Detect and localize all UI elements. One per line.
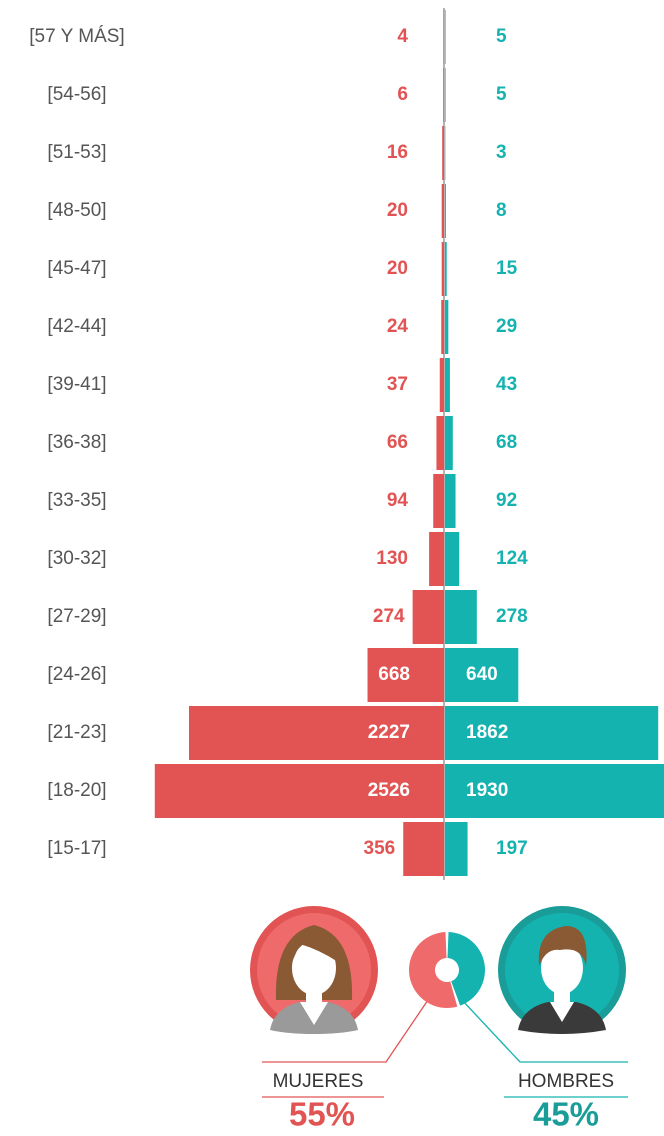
value-label: 668 (378, 664, 410, 685)
value-label: 20 (387, 200, 408, 221)
value-label: 640 (466, 664, 498, 685)
bar-men (445, 300, 448, 354)
bar-men (445, 416, 453, 470)
value-label: 37 (387, 374, 408, 395)
value-label: 3 (496, 142, 507, 163)
category-label: [54-56] (47, 84, 106, 105)
value-label: 197 (496, 838, 528, 859)
bar-men (445, 68, 446, 122)
bar-women (442, 126, 444, 180)
bar-men (445, 474, 456, 528)
value-label: 278 (496, 606, 528, 627)
woman-icon (250, 906, 378, 1034)
value-label: 92 (496, 490, 517, 511)
category-label: [48-50] (47, 200, 106, 221)
category-label: [36-38] (47, 432, 106, 453)
value-label: 6 (397, 84, 408, 105)
value-label: 274 (373, 606, 405, 627)
value-label: 2227 (368, 722, 410, 743)
men-share: 45% (533, 1096, 599, 1133)
value-label: 124 (496, 548, 528, 569)
women-share: 55% (289, 1096, 355, 1133)
category-label: [21-23] (47, 722, 106, 743)
value-label: 5 (496, 84, 507, 105)
value-label: 2526 (368, 780, 410, 801)
category-label: [51-53] (47, 142, 106, 163)
category-label: [45-47] (47, 258, 106, 279)
category-label: [57 Y MÁS] (29, 26, 124, 47)
value-label: 5 (496, 26, 507, 47)
bar-men (445, 532, 459, 586)
bar-women (433, 474, 444, 528)
bar-men (445, 590, 477, 644)
value-label: 24 (387, 316, 409, 337)
category-label: [42-44] (47, 316, 106, 337)
category-label: [27-29] (47, 606, 106, 627)
value-label: 1862 (466, 722, 508, 743)
chart: MUJERES HOMBRES 55% 45% [57 Y MÁS] 4 5 [54-… (0, 0, 664, 1136)
value-label: 20 (387, 258, 408, 279)
value-label: 8 (496, 200, 507, 221)
category-label: [24-26] (47, 664, 106, 685)
category-label: [39-41] (47, 374, 106, 395)
value-label: 66 (387, 432, 408, 453)
bar-men (445, 184, 446, 238)
bar-women (403, 822, 444, 876)
man-icon (498, 906, 626, 1034)
value-label: 29 (496, 316, 517, 337)
legend-women: MUJERES (273, 1071, 364, 1092)
bar-men (445, 10, 446, 64)
category-label: [18-20] (47, 780, 106, 801)
value-label: 4 (397, 26, 408, 47)
bar-women (429, 532, 444, 586)
bar-men (445, 358, 450, 412)
bar-women (442, 184, 444, 238)
value-label: 356 (364, 838, 396, 859)
value-label: 130 (376, 548, 408, 569)
bar-women (441, 300, 444, 354)
page: MUJERES HOMBRES 55% 45% [57 Y MÁS] 4 5 [54-… (0, 0, 664, 1136)
value-label: 94 (387, 490, 409, 511)
bar-women (436, 416, 444, 470)
value-label: 15 (496, 258, 518, 279)
bar-men (445, 822, 468, 876)
bar-women (442, 242, 444, 296)
value-label: 43 (496, 374, 517, 395)
value-label: 1930 (466, 780, 508, 801)
bar-women (440, 358, 444, 412)
bar-women (443, 68, 444, 122)
category-label: [15-17] (47, 838, 106, 859)
value-label: 68 (496, 432, 517, 453)
category-label: [33-35] (47, 490, 106, 511)
legend-men: HOMBRES (518, 1071, 614, 1092)
bar-women (413, 590, 444, 644)
category-label: [30-32] (47, 548, 106, 569)
bar-men (445, 242, 447, 296)
value-label: 16 (387, 142, 408, 163)
